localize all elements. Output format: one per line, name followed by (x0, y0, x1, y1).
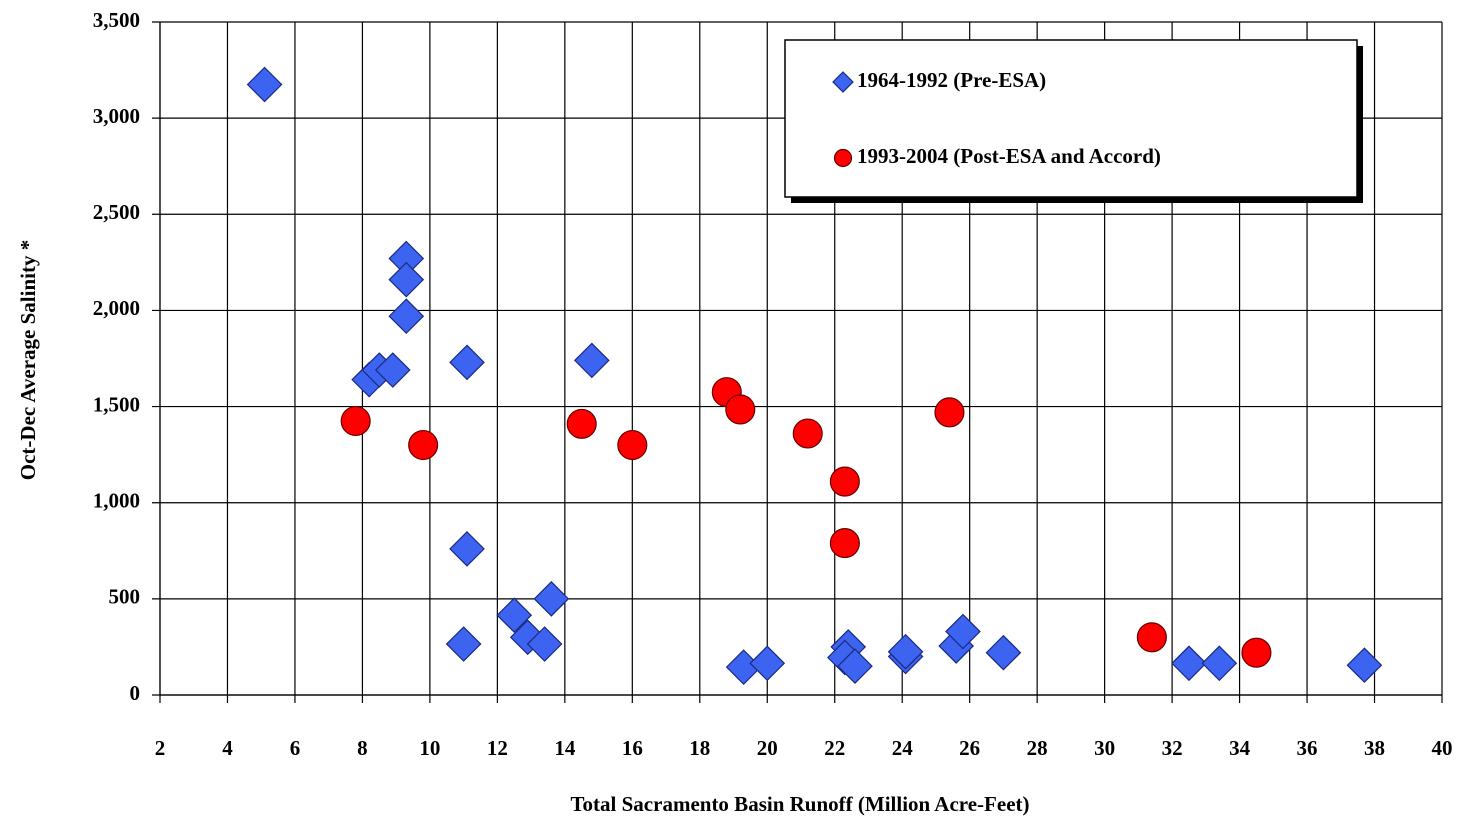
legend-marker (832, 71, 854, 93)
point (388, 298, 425, 335)
point (934, 397, 965, 428)
y-tick-label: 1,000 (93, 489, 140, 513)
point (573, 342, 610, 379)
point (449, 531, 485, 567)
x-tick-label: 14 (554, 736, 576, 760)
y-tick-label: 0 (130, 681, 141, 705)
x-tick-label: 18 (689, 736, 710, 760)
y-tick-label: 3,000 (93, 104, 140, 128)
legend-label: 1993-2004 (Post-ESA and Accord) (857, 144, 1161, 168)
point (617, 429, 648, 461)
x-tick-label: 38 (1364, 736, 1385, 760)
x-tick-label: 12 (487, 736, 508, 760)
point (1241, 637, 1272, 668)
point (792, 418, 823, 449)
x-tick-label: 26 (959, 736, 980, 760)
point (526, 626, 563, 662)
x-tick-label: 2 (155, 736, 166, 760)
x-tick-label: 28 (1027, 736, 1048, 760)
point (533, 581, 570, 617)
point (496, 597, 533, 634)
point (725, 394, 756, 425)
legend-label: 1964-1992 (Pre-ESA) (857, 68, 1046, 92)
y-tick-label: 2,000 (93, 296, 140, 320)
point (887, 633, 924, 670)
point (829, 466, 860, 497)
legend (784, 39, 1358, 198)
x-tick-label: 6 (290, 736, 301, 760)
point (340, 405, 371, 437)
point (985, 634, 1022, 671)
point (1171, 645, 1207, 682)
x-tick-label: 22 (824, 736, 845, 760)
x-tick-label: 8 (357, 736, 368, 760)
point (374, 352, 411, 388)
x-tick-label: 4 (222, 736, 233, 760)
point (408, 429, 439, 461)
point (566, 408, 597, 439)
x-tick-label: 16 (622, 736, 643, 760)
point (1136, 622, 1167, 653)
legend-marker (833, 148, 853, 168)
x-tick-label: 30 (1094, 736, 1115, 760)
y-axis-label: Oct-Dec Average Salinity * (16, 240, 40, 480)
x-tick-label: 10 (419, 736, 440, 760)
x-tick-label: 24 (892, 736, 914, 760)
point (1201, 645, 1238, 682)
point (388, 261, 425, 298)
x-tick-label: 34 (1229, 736, 1251, 760)
x-tick-label: 20 (757, 736, 778, 760)
point (246, 66, 283, 103)
y-tick-label: 3,500 (93, 8, 140, 32)
point (749, 645, 786, 682)
point (449, 344, 485, 381)
y-tick-label: 2,500 (93, 200, 140, 224)
y-tick-label: 1,500 (93, 392, 140, 416)
x-tick-label: 40 (1432, 736, 1453, 760)
point (837, 648, 873, 685)
point (1346, 647, 1383, 684)
point (445, 626, 482, 662)
x-tick-label: 36 (1297, 736, 1318, 760)
point (945, 613, 981, 650)
point (829, 528, 860, 559)
x-tick-label: 32 (1162, 736, 1183, 760)
x-axis-label: Total Sacramento Basin Runoff (Million A… (570, 792, 1029, 816)
y-tick-label: 500 (109, 585, 141, 609)
